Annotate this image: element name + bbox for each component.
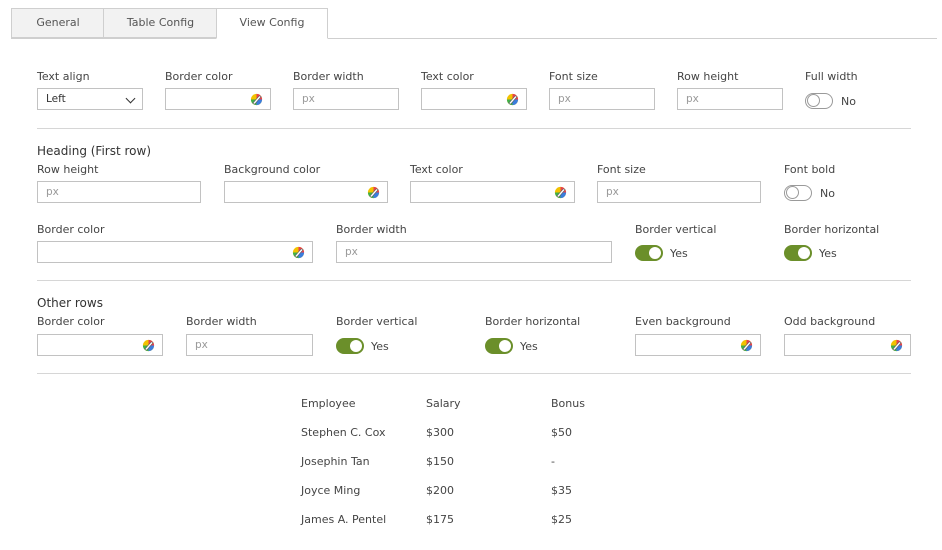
color-picker-icon[interactable] <box>367 186 380 199</box>
color-picker-icon[interactable] <box>740 339 753 352</box>
other-rows-section-title: Other rows <box>37 296 103 310</box>
placeholder: px <box>46 186 59 198</box>
divider <box>37 280 911 281</box>
even-background-label: Even background <box>635 315 731 328</box>
font-size-label: Font size <box>549 70 598 83</box>
color-picker-icon[interactable] <box>554 186 567 199</box>
heading-border-horizontal-state: Yes <box>819 247 837 260</box>
border-width-input[interactable]: px <box>293 88 399 110</box>
heading-border-width-label: Border width <box>336 223 407 236</box>
other-border-horizontal-toggle[interactable] <box>485 338 513 354</box>
placeholder: px <box>195 339 208 351</box>
text-align-value: Left <box>46 93 66 105</box>
tab-view-config[interactable]: View Config <box>216 8 328 39</box>
placeholder: px <box>345 246 358 258</box>
table-cell: $50 <box>551 426 572 439</box>
heading-border-color-field[interactable] <box>37 241 313 263</box>
other-border-vertical-toggle[interactable] <box>336 338 364 354</box>
heading-text-color-field[interactable] <box>410 181 575 203</box>
color-picker-icon[interactable] <box>142 339 155 352</box>
row-height-input[interactable]: px <box>677 88 783 110</box>
heading-font-bold-label: Font bold <box>784 163 836 176</box>
chevron-down-icon <box>125 93 136 104</box>
color-picker-icon[interactable] <box>292 246 305 259</box>
color-picker-icon[interactable] <box>506 93 519 106</box>
placeholder: px <box>686 93 699 105</box>
font-size-input[interactable]: px <box>549 88 655 110</box>
heading-border-horizontal-label: Border horizontal <box>784 223 880 236</box>
heading-border-vertical-state: Yes <box>670 247 688 260</box>
heading-border-vertical-toggle[interactable] <box>635 245 663 261</box>
table-cell: $300 <box>426 426 454 439</box>
border-width-label: Border width <box>293 70 364 83</box>
tab-bar: General Table Config View Config <box>11 8 937 39</box>
heading-row-height-input[interactable]: px <box>37 181 201 203</box>
table-header-bonus: Bonus <box>551 397 585 410</box>
table-cell: - <box>551 455 555 468</box>
full-width-label: Full width <box>805 70 858 83</box>
odd-background-label: Odd background <box>784 315 876 328</box>
other-border-horizontal-state: Yes <box>520 340 538 353</box>
other-border-vertical-state: Yes <box>371 340 389 353</box>
table-cell: $175 <box>426 513 454 526</box>
other-border-color-field[interactable] <box>37 334 163 356</box>
table-header-salary: Salary <box>426 397 461 410</box>
table-cell: $35 <box>551 484 572 497</box>
other-border-horizontal-label: Border horizontal <box>485 315 581 328</box>
table-cell: Joyce Ming <box>301 484 361 497</box>
text-align-select[interactable]: Left <box>37 88 143 110</box>
other-border-color-label: Border color <box>37 315 105 328</box>
other-border-width-label: Border width <box>186 315 257 328</box>
divider <box>37 128 911 129</box>
heading-row-height-label: Row height <box>37 163 99 176</box>
text-color-label: Text color <box>421 70 474 83</box>
border-color-label: Border color <box>165 70 233 83</box>
color-picker-icon[interactable] <box>250 93 263 106</box>
heading-font-size-input[interactable]: px <box>597 181 761 203</box>
full-width-state: No <box>841 95 856 108</box>
placeholder: px <box>558 93 571 105</box>
table-cell: Josephin Tan <box>301 455 370 468</box>
tab-table-config[interactable]: Table Config <box>103 8 218 38</box>
heading-font-size-label: Font size <box>597 163 646 176</box>
border-color-field[interactable] <box>165 88 271 110</box>
table-header-employee: Employee <box>301 397 356 410</box>
other-border-vertical-label: Border vertical <box>336 315 418 328</box>
text-color-field[interactable] <box>421 88 527 110</box>
tab-general[interactable]: General <box>11 8 105 38</box>
table-cell: Stephen C. Cox <box>301 426 386 439</box>
heading-border-color-label: Border color <box>37 223 105 236</box>
table-cell: James A. Pentel <box>301 513 387 526</box>
table-cell: $200 <box>426 484 454 497</box>
color-picker-icon[interactable] <box>890 339 903 352</box>
full-width-toggle[interactable] <box>805 93 833 109</box>
heading-text-color-label: Text color <box>410 163 463 176</box>
heading-border-width-input[interactable]: px <box>336 241 612 263</box>
heading-border-horizontal-toggle[interactable] <box>784 245 812 261</box>
heading-border-vertical-label: Border vertical <box>635 223 717 236</box>
even-background-field[interactable] <box>635 334 761 356</box>
divider <box>37 373 911 374</box>
row-height-label: Row height <box>677 70 739 83</box>
heading-font-bold-toggle[interactable] <box>784 185 812 201</box>
table-cell: $150 <box>426 455 454 468</box>
placeholder: px <box>606 186 619 198</box>
placeholder: px <box>302 93 315 105</box>
heading-section-title: Heading (First row) <box>37 144 152 158</box>
heading-bg-color-label: Background color <box>224 163 321 176</box>
odd-background-field[interactable] <box>784 334 911 356</box>
heading-bg-color-field[interactable] <box>224 181 388 203</box>
heading-font-bold-state: No <box>820 187 835 200</box>
other-border-width-input[interactable]: px <box>186 334 313 356</box>
text-align-label: Text align <box>37 70 90 83</box>
table-cell: $25 <box>551 513 572 526</box>
